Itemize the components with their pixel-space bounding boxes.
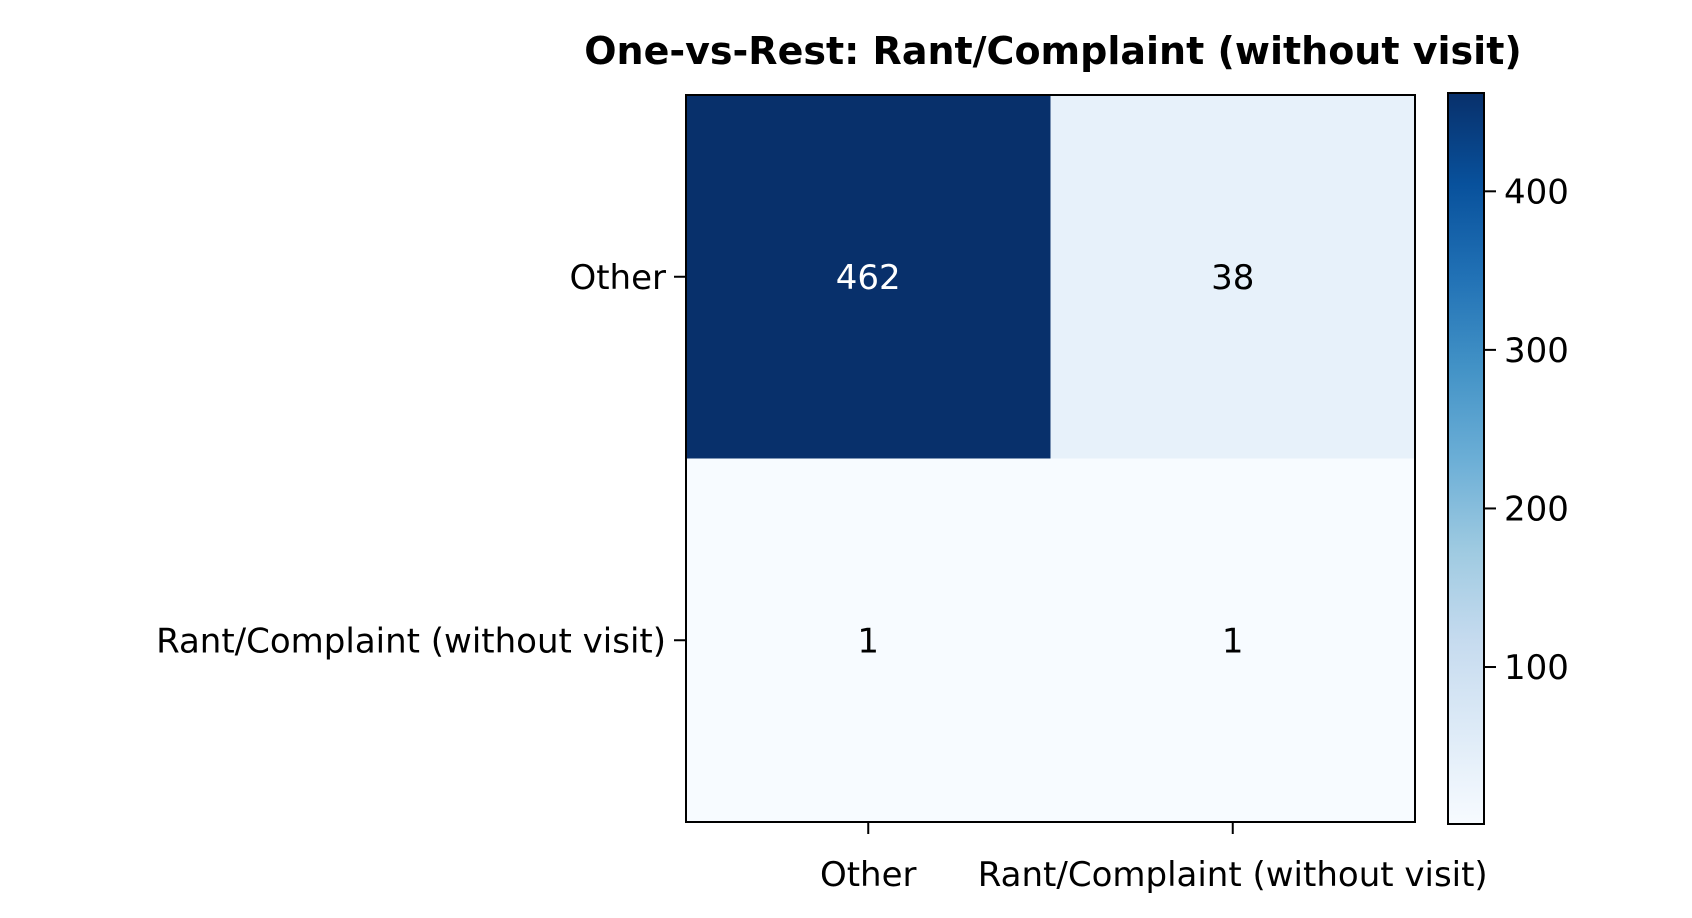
heatmap-cell bbox=[686, 458, 1051, 823]
cell-value-label: 1 bbox=[1222, 621, 1244, 661]
cell-value-labels: 462 38 1 1 bbox=[836, 258, 1255, 662]
y-axis-ticks: Other Rant/Complaint (without visit) bbox=[156, 258, 686, 661]
colorbar-tick-label: 300 bbox=[1504, 331, 1569, 371]
plot-frame bbox=[685, 94, 1416, 823]
y-tick-label: Other bbox=[569, 258, 666, 298]
colorbar-tick-label: 400 bbox=[1504, 172, 1569, 212]
colorbar-ticks: 100 200 300 400 bbox=[1484, 172, 1569, 688]
cell-value-label: 1 bbox=[857, 621, 879, 661]
x-tick-label: Other bbox=[820, 855, 917, 895]
chart-title: One-vs-Rest: Rant/Complaint (without vis… bbox=[584, 29, 1521, 73]
cell-value-label: 38 bbox=[1211, 258, 1254, 298]
colorbar-tick-label: 200 bbox=[1504, 489, 1569, 529]
y-tick-label: Rant/Complaint (without visit) bbox=[156, 621, 666, 661]
heatmap-cell bbox=[1050, 95, 1416, 459]
heatmap-cell bbox=[1050, 458, 1416, 823]
cell-value-label: 462 bbox=[836, 258, 901, 298]
x-axis-ticks: Other Rant/Complaint (without visit) bbox=[820, 822, 1488, 895]
heatmap-cells bbox=[686, 95, 1416, 823]
colorbar-tick-label: 100 bbox=[1504, 648, 1569, 688]
x-tick-label: Rant/Complaint (without visit) bbox=[978, 855, 1488, 895]
colorbar bbox=[1447, 92, 1485, 825]
heatmap-cell bbox=[686, 95, 1051, 459]
